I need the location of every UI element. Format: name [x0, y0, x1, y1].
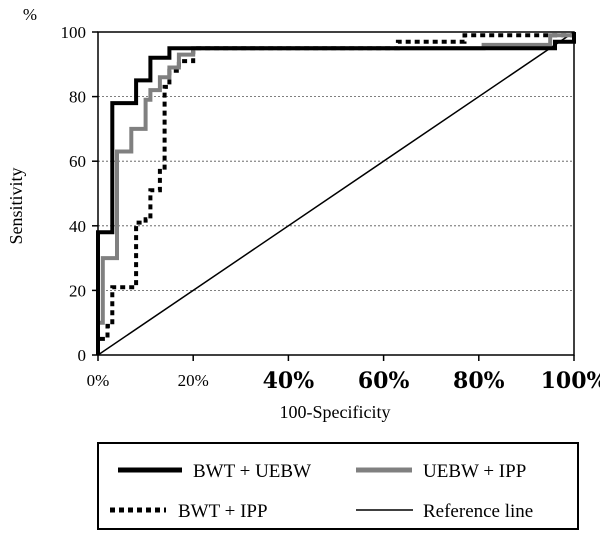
y-tick-label: 60 — [69, 152, 86, 171]
legend-frame — [97, 442, 579, 530]
series-line-reference-line — [97, 31, 575, 356]
y-tick-label: 40 — [69, 217, 86, 236]
x-tick-label: 60% — [358, 368, 410, 394]
y-tick-label: 100 — [61, 23, 87, 42]
legend: BWT + UEBW UEBW + IPP BWT + IPP Referenc… — [97, 442, 579, 530]
x-tick-label: 100% — [541, 368, 600, 394]
x-axis-ticks: 0% 20% 40% 60% 80% 100% — [87, 355, 600, 394]
legend-label-bwt-uebw: BWT + UEBW — [193, 461, 311, 482]
y-tick-label: 80 — [69, 88, 86, 107]
series-line-bwt-uebw — [96, 32, 576, 355]
y-unit-label: % — [23, 5, 37, 24]
x-tick-label: 0% — [87, 371, 110, 390]
series-line-bwt-ipp — [96, 33, 574, 355]
y-tick-label: 0 — [78, 346, 87, 365]
legend-label-uebw-ipp: UEBW + IPP — [423, 461, 526, 482]
y-tick-label: 20 — [69, 281, 86, 300]
y-axis-label: Sensitivity — [6, 167, 26, 244]
legend-label-reference: Reference line — [423, 501, 533, 522]
x-tick-label: 80% — [453, 368, 505, 394]
x-tick-label: 40% — [263, 368, 315, 394]
x-tick-label: 20% — [178, 371, 209, 390]
plot-frame — [97, 31, 575, 356]
x-axis-label: 100-Specificity — [280, 402, 391, 422]
y-axis-ticks: 0 20 40 60 80 100 — [61, 23, 98, 365]
legend-label-bwt-ipp: BWT + IPP — [178, 501, 268, 522]
series-layer — [96, 31, 576, 356]
